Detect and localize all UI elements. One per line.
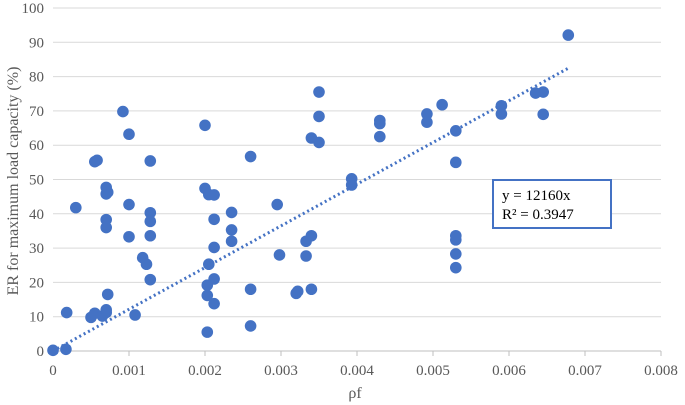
data-point bbox=[225, 235, 238, 248]
data-point bbox=[345, 173, 358, 185]
data-point bbox=[537, 108, 549, 121]
data-point bbox=[208, 297, 220, 310]
data-point bbox=[144, 215, 157, 228]
data-point bbox=[199, 119, 211, 132]
data-point bbox=[421, 108, 433, 120]
data-point bbox=[450, 124, 462, 137]
data-point bbox=[47, 344, 59, 357]
x-tick-label-0.006: 0.006 bbox=[492, 363, 526, 379]
data-point bbox=[144, 229, 157, 242]
y-tick-label-20: 20 bbox=[29, 275, 44, 291]
data-point bbox=[144, 273, 157, 286]
data-point bbox=[244, 320, 257, 332]
data-point bbox=[313, 110, 325, 123]
data-point bbox=[271, 198, 284, 211]
data-point bbox=[421, 116, 433, 129]
data-point bbox=[225, 206, 238, 219]
data-point bbox=[117, 105, 129, 118]
data-point bbox=[244, 150, 257, 163]
trendline-r-squared: R² = 0.3947 bbox=[502, 207, 574, 223]
data-point bbox=[101, 288, 114, 301]
data-point bbox=[208, 213, 220, 226]
y-tick-label-80: 80 bbox=[29, 70, 44, 86]
data-point bbox=[450, 248, 462, 260]
data-point bbox=[225, 224, 238, 236]
data-point bbox=[305, 283, 318, 296]
x-tick-labels: 0 0.001 0.002 0.003 0.004 0.005 0.006 0.007 0.00… bbox=[49, 363, 678, 379]
data-point bbox=[313, 86, 325, 98]
trendline-equation: y = 12160x bbox=[502, 188, 571, 204]
y-tick-label-100: 100 bbox=[22, 1, 45, 17]
gridlines bbox=[53, 7, 661, 318]
data-point bbox=[100, 213, 112, 226]
data-point bbox=[144, 206, 157, 219]
data-point bbox=[436, 98, 448, 111]
data-point bbox=[495, 99, 508, 112]
y-tick-label-40: 40 bbox=[29, 207, 44, 223]
data-point bbox=[208, 189, 220, 201]
data-point bbox=[140, 258, 153, 271]
axes bbox=[52, 350, 662, 356]
y-tick-label-0: 0 bbox=[37, 344, 45, 360]
equation-box: y = 12160x R² = 0.3947 bbox=[492, 179, 612, 229]
data-points bbox=[47, 29, 575, 357]
y-tick-label-50: 50 bbox=[29, 173, 44, 189]
x-tick-label-0.002: 0.002 bbox=[188, 363, 222, 379]
data-point bbox=[208, 241, 220, 254]
x-tick-label-0.005: 0.005 bbox=[416, 363, 450, 379]
data-point bbox=[208, 273, 220, 285]
data-point bbox=[100, 304, 112, 316]
data-point bbox=[562, 29, 575, 41]
data-point bbox=[305, 229, 318, 242]
data-point bbox=[313, 136, 325, 149]
data-point bbox=[123, 198, 135, 211]
y-tick-labels: 0 10 20 30 40 50 60 70 80 90 100 bbox=[22, 1, 45, 360]
data-point bbox=[201, 289, 214, 302]
x-tick-label-0.008: 0.008 bbox=[644, 363, 678, 379]
x-tick-label-0.004: 0.004 bbox=[340, 363, 374, 379]
data-point bbox=[450, 261, 462, 274]
data-point bbox=[144, 155, 157, 167]
data-point bbox=[495, 108, 508, 120]
y-axis-title: ER for maximum load capacity (%) bbox=[5, 67, 22, 296]
data-point bbox=[273, 249, 286, 261]
data-point bbox=[374, 114, 386, 127]
x-tick-label-0.003: 0.003 bbox=[264, 363, 298, 379]
data-point bbox=[374, 130, 386, 143]
y-tick-label-10: 10 bbox=[29, 310, 44, 326]
data-point bbox=[450, 229, 462, 242]
x-tick-label-0.007: 0.007 bbox=[568, 363, 602, 379]
data-point bbox=[537, 86, 549, 98]
data-point bbox=[70, 201, 82, 214]
x-axis-title: ρf bbox=[348, 385, 362, 402]
data-point bbox=[300, 250, 312, 262]
data-point bbox=[60, 343, 72, 356]
data-point bbox=[201, 326, 214, 338]
data-point bbox=[129, 309, 141, 321]
data-point bbox=[291, 285, 304, 298]
data-point bbox=[123, 128, 135, 141]
y-tick-label-30: 30 bbox=[29, 241, 44, 257]
equation-box-frame bbox=[492, 179, 612, 229]
y-tick-label-60: 60 bbox=[29, 138, 44, 154]
y-tick-label-70: 70 bbox=[29, 104, 44, 120]
data-point bbox=[60, 306, 73, 319]
y-tick-label-90: 90 bbox=[29, 35, 44, 51]
data-point bbox=[100, 181, 112, 194]
data-point bbox=[244, 283, 257, 296]
data-point bbox=[91, 154, 103, 167]
x-tick-label-0: 0 bbox=[49, 363, 57, 379]
data-point bbox=[203, 258, 215, 271]
data-point bbox=[123, 230, 135, 243]
data-point bbox=[450, 156, 462, 169]
x-tick-label-0.001: 0.001 bbox=[112, 363, 146, 379]
